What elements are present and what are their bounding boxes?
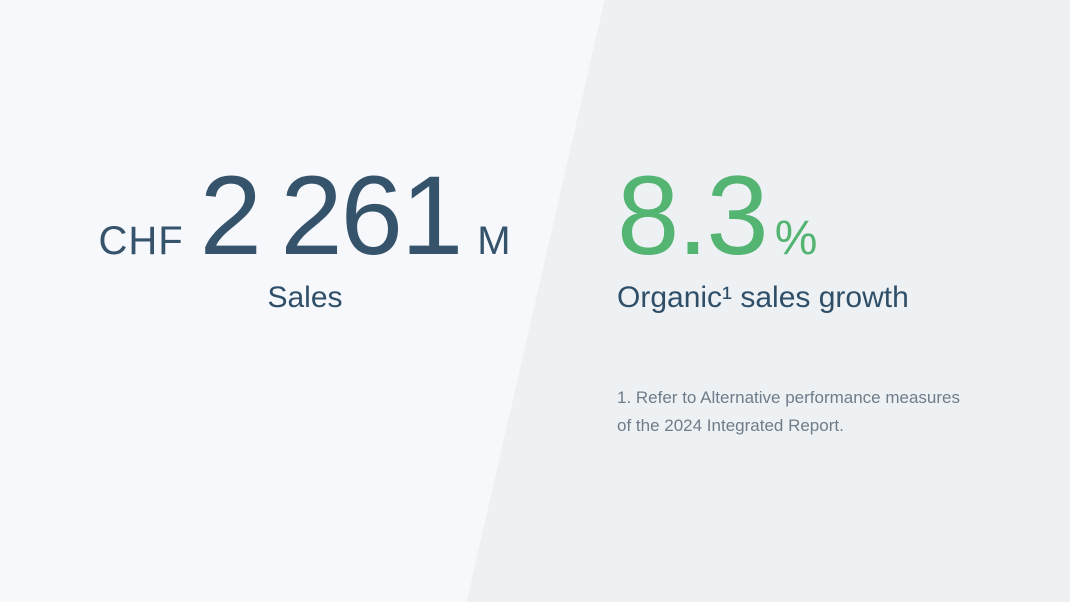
growth-kpi-block: 8.3 % Organic¹ sales growth bbox=[617, 160, 1037, 315]
percent-sign: % bbox=[774, 212, 818, 265]
sales-label: Sales bbox=[267, 281, 343, 314]
sales-value: 2 261 bbox=[199, 153, 464, 278]
footnote-line-1: 1. Refer to Alternative performance meas… bbox=[617, 388, 960, 407]
footnote: 1. Refer to Alternative performance meas… bbox=[617, 384, 997, 439]
growth-label: Organic¹ sales growth bbox=[617, 281, 909, 314]
currency-label: CHF bbox=[98, 219, 184, 263]
sales-value-row: CHF 2 261 M bbox=[85, 160, 525, 272]
millions-unit-label: M bbox=[477, 219, 512, 263]
growth-value: 8.3 bbox=[617, 153, 769, 278]
sales-kpi-block: CHF 2 261 M Sales bbox=[85, 160, 525, 315]
footnote-line-2: of the 2024 Integrated Report. bbox=[617, 415, 844, 435]
growth-value-row: 8.3 % bbox=[617, 160, 1037, 272]
